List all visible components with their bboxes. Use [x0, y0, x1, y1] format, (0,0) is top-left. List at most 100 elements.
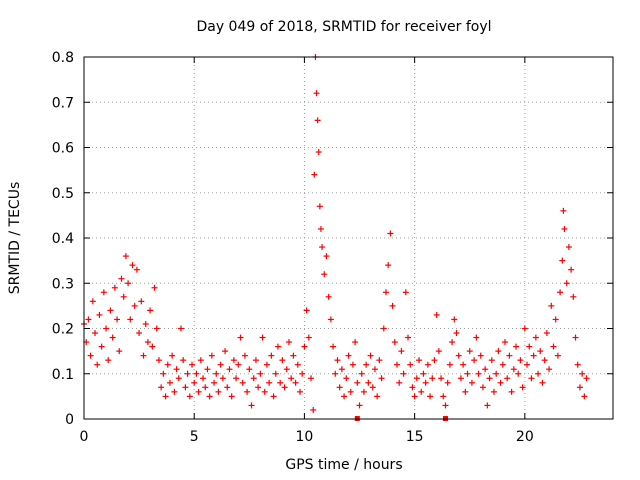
data-point [382, 289, 389, 296]
data-point [248, 402, 255, 409]
data-point [166, 379, 173, 386]
data-point [316, 203, 323, 210]
data-point [259, 334, 266, 341]
data-point [519, 384, 526, 391]
data-point [407, 361, 414, 368]
data-point [488, 357, 495, 364]
data-point [182, 384, 189, 391]
data-point [416, 357, 423, 364]
data-point [255, 384, 262, 391]
data-point [486, 375, 493, 382]
data-point [233, 375, 240, 382]
data-point [422, 379, 429, 386]
data-point [100, 289, 107, 296]
data-point [349, 361, 356, 368]
data-point [548, 302, 555, 309]
data-point [288, 375, 295, 382]
data-point [446, 361, 453, 368]
data-point [510, 366, 517, 373]
data-point [96, 311, 103, 318]
data-point [89, 298, 96, 305]
data-point [140, 352, 147, 359]
data-point [477, 352, 484, 359]
data-point [552, 316, 559, 323]
data-point [294, 361, 301, 368]
data-point [173, 366, 180, 373]
data-point [290, 352, 297, 359]
data-point [87, 352, 94, 359]
data-point [363, 361, 370, 368]
data-point [524, 361, 531, 368]
data-point [155, 357, 162, 364]
data-point [120, 293, 127, 300]
data-point [303, 307, 310, 314]
data-point [413, 375, 420, 382]
data-point [460, 361, 467, 368]
data-point [583, 375, 590, 382]
data-point [374, 393, 381, 400]
y-tick-label: 0.1 [52, 367, 74, 383]
data-point [109, 334, 116, 341]
data-point [319, 244, 326, 251]
data-point [444, 379, 451, 386]
data-point [239, 379, 246, 386]
data-point [440, 393, 447, 400]
data-point [215, 388, 222, 395]
data-point [250, 375, 257, 382]
data-point [442, 402, 449, 409]
data-point [327, 316, 334, 323]
data-point [396, 379, 403, 386]
data-point [285, 339, 292, 346]
data-point [315, 149, 322, 156]
data-point [149, 343, 156, 350]
data-point [164, 361, 171, 368]
data-point [541, 357, 548, 364]
data-point [334, 357, 341, 364]
data-point [559, 257, 566, 264]
data-point [482, 366, 489, 373]
data-point [98, 343, 105, 350]
data-point [301, 343, 308, 350]
data-point [561, 225, 568, 232]
data-point [497, 379, 504, 386]
data-point [352, 339, 359, 346]
data-point [144, 339, 151, 346]
data-point [365, 379, 372, 386]
axis-ticks: 0 5 10 15 20 0 0.1 0.2 0.3 0.4 0.5 0.6 0.7 0.8 [52, 50, 613, 445]
data-point [211, 379, 218, 386]
data-point [202, 384, 209, 391]
data-point [118, 275, 125, 282]
x-tick-label: 20 [516, 429, 534, 445]
data-point [142, 320, 149, 327]
x-tick-label: 10 [296, 429, 314, 445]
y-tick-label: 0.7 [52, 95, 74, 111]
data-point [537, 348, 544, 355]
data-point [136, 330, 143, 337]
data-point [378, 375, 385, 382]
y-tick-label: 0.4 [52, 231, 74, 247]
data-point [464, 370, 471, 377]
data-point [462, 388, 469, 395]
data-point [411, 393, 418, 400]
grid-lines [84, 57, 613, 419]
x-tick-label: 0 [80, 429, 89, 445]
data-point [504, 375, 511, 382]
data-point [528, 375, 535, 382]
data-point [424, 361, 431, 368]
data-point [200, 375, 207, 382]
data-point [184, 370, 191, 377]
y-tick-label: 0.6 [52, 141, 74, 157]
data-point [127, 316, 134, 323]
data-point [321, 271, 328, 278]
x-axis-label: GPS time / hours [285, 457, 402, 473]
data-point [138, 298, 145, 305]
data-point [283, 366, 290, 373]
data-point [517, 357, 524, 364]
data-point [409, 384, 416, 391]
data-point [219, 375, 226, 382]
data-point [237, 334, 244, 341]
data-point [493, 370, 500, 377]
data-point [114, 316, 121, 323]
data-point [420, 370, 427, 377]
